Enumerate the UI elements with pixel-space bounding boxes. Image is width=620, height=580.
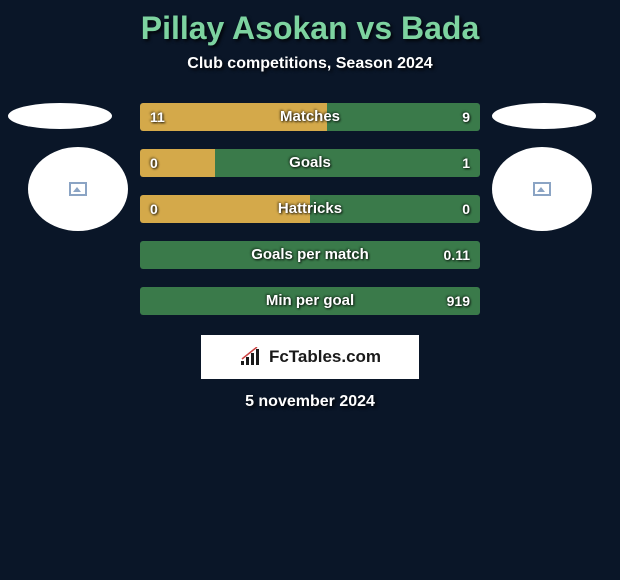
stat-label: Min per goal <box>140 287 480 315</box>
logo-text: FcTables.com <box>269 347 381 367</box>
stat-label: Goals <box>140 149 480 177</box>
name-plate-left <box>8 103 112 129</box>
stat-row: 11Matches9 <box>140 103 480 131</box>
image-placeholder-icon <box>533 182 551 196</box>
stat-label: Goals per match <box>140 241 480 269</box>
logo-box[interactable]: FcTables.com <box>201 335 419 379</box>
name-plate-right <box>492 103 596 129</box>
date-text: 5 november 2024 <box>0 393 620 411</box>
comparison-widget: Pillay Asokan vs Bada Club competitions,… <box>0 0 620 411</box>
stat-label: Hattricks <box>140 195 480 223</box>
stats-list: 11Matches90Goals10Hattricks0Goals per ma… <box>140 103 480 315</box>
player-left-avatar <box>8 103 128 231</box>
stat-row: Goals per match0.11 <box>140 241 480 269</box>
stat-value-right: 0.11 <box>444 241 470 269</box>
image-placeholder-icon <box>69 182 87 196</box>
subtitle: Club competitions, Season 2024 <box>0 55 620 73</box>
chart-icon <box>239 347 265 367</box>
page-title: Pillay Asokan vs Bada <box>0 10 620 47</box>
stat-row: Min per goal919 <box>140 287 480 315</box>
player-right-avatar <box>492 103 612 231</box>
stat-row: 0Goals1 <box>140 149 480 177</box>
stat-value-right: 1 <box>462 149 470 177</box>
stat-value-right: 919 <box>447 287 470 315</box>
stat-value-right: 0 <box>462 195 470 223</box>
avatar-circle-right <box>492 147 592 231</box>
avatar-circle-left <box>28 147 128 231</box>
stat-row: 0Hattricks0 <box>140 195 480 223</box>
stat-label: Matches <box>140 103 480 131</box>
stats-wrapper: 11Matches90Goals10Hattricks0Goals per ma… <box>0 103 620 315</box>
stat-value-right: 9 <box>462 103 470 131</box>
